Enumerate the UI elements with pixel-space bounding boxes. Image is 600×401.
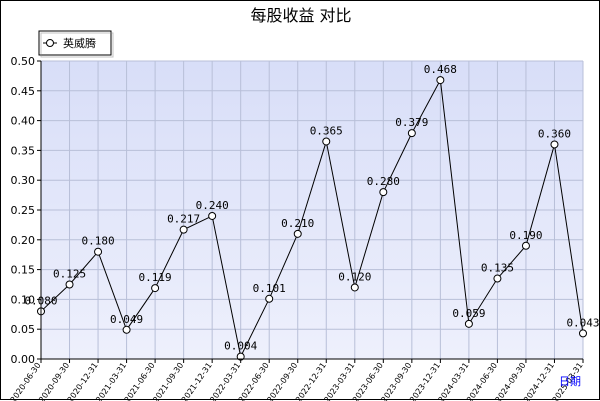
- data-point: [179, 225, 188, 234]
- data-point: [293, 229, 302, 238]
- data-point: [550, 140, 559, 149]
- x-axis-label: 日期: [559, 375, 581, 388]
- y-tick-label: 0.30: [11, 174, 36, 187]
- x-tick-label: 2022-09-30: [265, 361, 299, 401]
- x-tick-label: 2022-03-31: [208, 361, 242, 401]
- y-tick-label: 0.20: [11, 234, 36, 247]
- x-tick-label: 2022-06-30: [237, 361, 271, 401]
- y-tick-label: 0.45: [11, 85, 36, 98]
- data-label: 0.135: [481, 262, 514, 275]
- x-tick-label: 2020-06-30: [9, 361, 43, 401]
- data-point: [350, 283, 359, 292]
- series-line-group: [37, 76, 587, 361]
- data-label: 0.004: [224, 340, 257, 353]
- data-label: 0.365: [310, 124, 343, 137]
- x-tick-label: 2021-03-31: [94, 361, 128, 401]
- legend-marker-icon: [46, 39, 54, 47]
- x-tick-label: 2024-06-30: [465, 361, 499, 401]
- y-tick-label: 0.25: [11, 204, 36, 217]
- data-label: 0.180: [81, 235, 114, 248]
- data-point: [407, 129, 416, 138]
- data-point: [436, 76, 445, 85]
- data-point: [94, 247, 103, 256]
- y-tick-label: 0.00: [11, 353, 36, 366]
- x-tick-label: 2024-12-31: [522, 361, 556, 401]
- x-tick-label: 2022-12-31: [294, 361, 328, 401]
- data-label: 0.280: [367, 175, 400, 188]
- y-tick-label: 0.05: [11, 323, 36, 336]
- x-tick-label: 2021-09-30: [151, 361, 185, 401]
- data-point: [379, 188, 388, 197]
- data-point: [265, 294, 274, 303]
- data-label: 0.379: [395, 116, 428, 129]
- data-point: [322, 137, 331, 146]
- x-tick-label: 2024-03-31: [436, 361, 470, 401]
- data-label: 0.125: [53, 268, 86, 281]
- data-point: [521, 241, 530, 250]
- data-label: 0.190: [509, 229, 542, 242]
- y-tick-label: 0.35: [11, 144, 36, 157]
- data-label: 0.360: [538, 127, 571, 140]
- data-label: 0.119: [139, 271, 172, 284]
- y-tick-label: 0.40: [11, 115, 36, 128]
- legend-shadow: [40, 32, 114, 58]
- data-point: [65, 280, 74, 289]
- x-tick-label: 2023-12-31: [408, 361, 442, 401]
- data-point: [464, 319, 473, 328]
- data-point: [122, 325, 131, 334]
- data-label: 0.049: [110, 313, 143, 326]
- chart-title: 每股收益 对比: [250, 6, 351, 25]
- x-axis-ticks: 2020-06-302020-09-302020-12-312021-03-31…: [9, 359, 585, 401]
- legend-label: 英威腾: [63, 36, 96, 50]
- data-label: 0.059: [452, 307, 485, 320]
- x-tick-label: 2023-03-31: [322, 361, 356, 401]
- x-tick-label: 2021-06-30: [123, 361, 157, 401]
- x-tick-label: 2023-09-30: [379, 361, 413, 401]
- y-tick-label: 0.15: [11, 264, 36, 277]
- data-label: 0.240: [196, 199, 229, 212]
- data-label: 0.120: [338, 270, 371, 283]
- x-tick-label: 2020-12-31: [66, 361, 100, 401]
- legend: 英威腾: [38, 30, 114, 58]
- data-point: [208, 211, 217, 220]
- data-point: [151, 284, 160, 293]
- series-line: [40, 78, 584, 359]
- data-label-group: 0.0800.1250.1800.0490.1190.2170.2400.004…: [24, 63, 599, 353]
- data-label: 0.468: [424, 63, 457, 76]
- data-point: [493, 274, 502, 283]
- data-label: 0.043: [566, 316, 599, 329]
- y-tick-label: 0.50: [11, 55, 36, 68]
- y-tick-label: 0.10: [11, 293, 36, 306]
- data-label: 0.101: [253, 282, 286, 295]
- x-tick-label: 2020-09-30: [37, 361, 71, 401]
- data-point: [579, 329, 587, 338]
- x-tick-label: 2023-06-30: [351, 361, 385, 401]
- data-label: 0.210: [281, 217, 314, 230]
- grid-lines: [40, 60, 584, 360]
- y-axis-ticks: 0.00 0.05 0.10 0.15 0.20 0.25 0.30 0.35 0.40 0.45…: [11, 55, 41, 366]
- data-label: 0.217: [167, 213, 200, 226]
- x-tick-label: 2021-12-31: [180, 361, 214, 401]
- x-tick-label: 2024-09-30: [494, 361, 528, 401]
- data-point: [236, 352, 245, 361]
